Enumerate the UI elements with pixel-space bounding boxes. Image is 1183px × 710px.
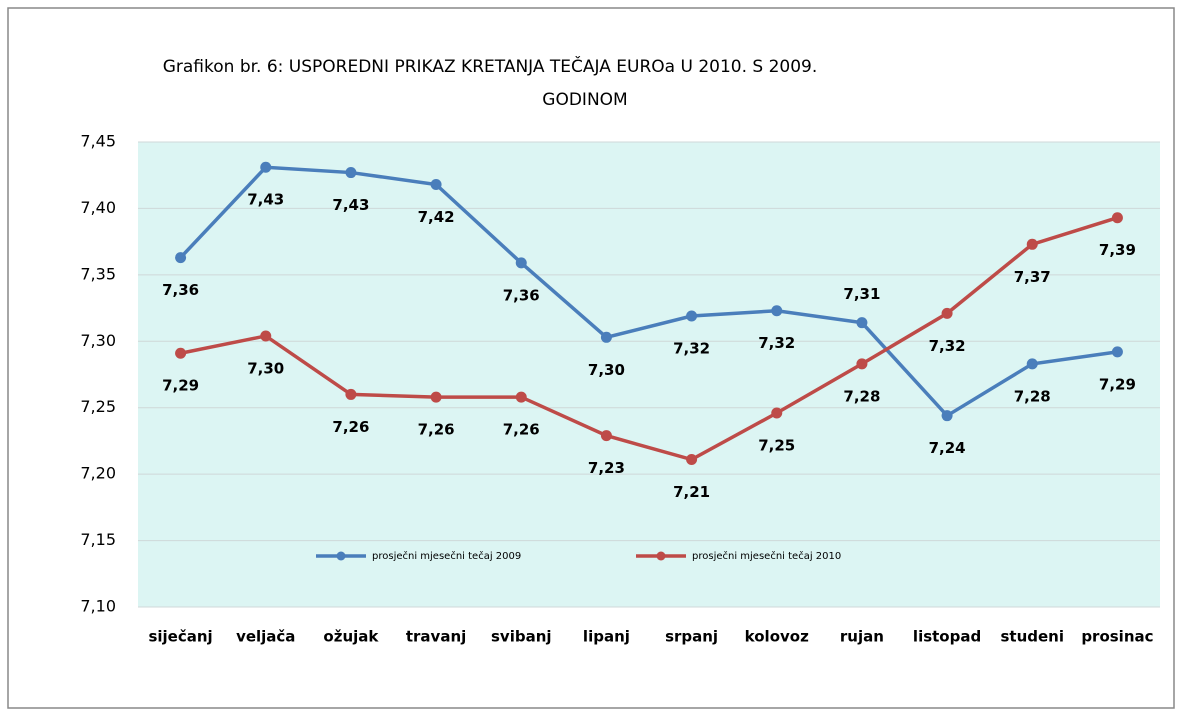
data-label: 7,24: [929, 439, 966, 457]
y-tick-label: 7,10: [80, 597, 116, 616]
x-tick-label: rujan: [840, 628, 884, 646]
legend-label: prosječni mjesečni tečaj 2009: [372, 550, 521, 562]
data-point: [600, 430, 612, 442]
data-label: 7,25: [758, 437, 795, 455]
data-point: [771, 407, 783, 419]
data-label: 7,36: [162, 281, 199, 299]
data-point: [856, 358, 868, 370]
data-point: [686, 310, 698, 322]
y-tick-label: 7,15: [80, 530, 116, 549]
series-line: [180, 216, 1118, 462]
y-tick-label: 7,25: [80, 397, 116, 416]
data-label: 7,43: [247, 191, 284, 209]
data-label: 7,28: [843, 387, 880, 405]
data-label: 7,43: [332, 196, 369, 214]
data-point: [686, 454, 698, 466]
data-point: [345, 167, 357, 179]
data-point: [430, 391, 442, 403]
data-label: 7,39: [1099, 241, 1136, 259]
chart-title: Grafikon br. 6: USPOREDNI PRIKAZ KRETANJ…: [163, 55, 818, 77]
data-label: 7,26: [418, 421, 455, 439]
x-tick-label: veljača: [236, 628, 295, 646]
y-tick-label: 7,35: [80, 264, 116, 283]
x-tick-label: studeni: [1000, 628, 1064, 646]
data-point: [1026, 238, 1038, 250]
series-line: [179, 165, 1118, 418]
data-label: 7,29: [1099, 375, 1136, 393]
data-point: [515, 257, 527, 269]
data-label: 7,23: [588, 459, 625, 477]
data-label: 7,21: [673, 483, 710, 501]
x-tick-label: listopad: [913, 628, 981, 646]
data-label: 7,32: [673, 340, 710, 358]
data-point: [1111, 346, 1123, 358]
data-point: [1026, 358, 1038, 370]
data-label: 7,29: [162, 377, 199, 395]
data-label: 7,26: [503, 421, 540, 439]
data-label: 7,30: [247, 359, 284, 377]
x-tick-label: travanj: [406, 628, 466, 646]
y-tick-label: 7,40: [80, 198, 116, 217]
plot-area: [138, 142, 1160, 607]
data-point: [515, 391, 527, 403]
data-label: 7,42: [418, 208, 455, 226]
data-point: [771, 305, 783, 317]
data-point: [941, 410, 953, 422]
x-tick-label: siječanj: [148, 628, 212, 646]
data-point: [175, 347, 187, 359]
data-label: 7,28: [1014, 387, 1051, 405]
data-point: [260, 330, 272, 342]
y-tick-label: 7,20: [80, 464, 116, 483]
x-tick-label: lipanj: [583, 628, 630, 646]
data-point: [345, 388, 357, 400]
data-label: 7,32: [758, 334, 795, 352]
x-tick-label: ožujak: [323, 628, 379, 646]
data-label: 7,36: [503, 286, 540, 304]
y-tick-label: 7,45: [80, 132, 116, 151]
data-point: [260, 161, 272, 173]
x-tick-label: prosinac: [1081, 628, 1153, 646]
data-point: [1111, 212, 1123, 224]
data-label: 7,31: [843, 285, 880, 303]
x-tick-label: kolovoz: [745, 628, 809, 646]
x-tick-label: svibanj: [491, 628, 552, 646]
y-tick-label: 7,30: [80, 331, 116, 350]
data-point: [175, 252, 187, 264]
data-label: 7,26: [332, 418, 369, 436]
legend-marker: [656, 551, 666, 561]
chart-title: GODINOM: [542, 90, 627, 110]
x-tick-label: srpanj: [665, 628, 718, 646]
legend-label: prosječni mjesečni tečaj 2010: [692, 550, 841, 562]
data-point: [941, 307, 953, 319]
legend-marker: [336, 551, 346, 561]
data-label: 7,37: [1014, 268, 1051, 286]
data-label: 7,30: [588, 361, 625, 379]
data-point: [600, 331, 612, 343]
data-point: [430, 179, 442, 191]
data-point: [856, 317, 868, 329]
data-label: 7,32: [929, 337, 966, 355]
